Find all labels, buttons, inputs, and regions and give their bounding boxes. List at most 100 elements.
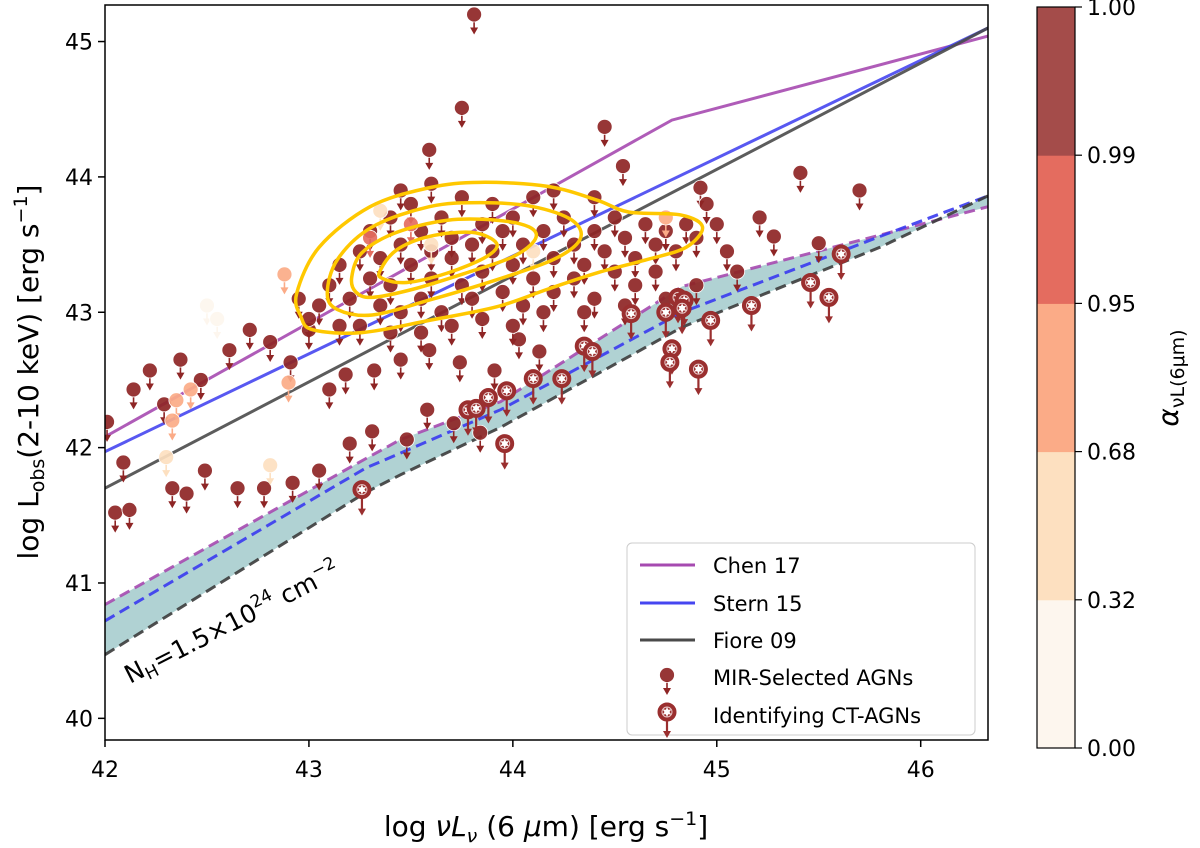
upper-limit-arrowhead [145,383,154,391]
point-marker [466,6,483,23]
upper-limit-arrowhead [855,203,864,211]
colorbar-tick-label: 0.95 [1087,292,1136,317]
mir-agn-point [466,6,483,35]
upper-limit-arrowhead [490,383,499,391]
legend: Chen 17 Stern 15 Fiore 09 MIR-Selected A… [626,542,976,738]
upper-limit-arrowhead [162,470,171,478]
mir-agn-point [321,381,338,410]
mir-agn-point [698,196,715,224]
upper-limit-arrowhead [315,483,324,491]
ct-curve-1 [105,194,988,623]
point-marker [107,504,124,521]
upper-limit-arrowhead [266,478,275,486]
mir-agn-point [115,454,132,483]
point-marker [531,343,548,360]
mir-agn-point [464,236,480,265]
point-marker [576,304,593,321]
legend-box [626,542,976,736]
mir-agn-point [192,372,209,400]
upper-limit-arrowhead [335,277,344,285]
upper-limit-arrowhead [508,230,517,238]
point-marker [615,158,631,174]
mir-agn-point [209,311,226,340]
upper-limit-arrowhead [417,311,426,319]
upper-limit-arrowhead [427,196,436,204]
legend-marker-ct-agn [657,702,677,738]
mir-agn-point [445,415,462,444]
colorbar-tick-label: 1.00 [1087,0,1136,21]
y-tick-label: 44 [65,166,93,191]
mir-agn-point [402,256,419,285]
point-marker [751,209,768,226]
mir-agn-point [197,462,213,491]
star-icon [626,308,636,319]
upper-limit-arrowhead [665,381,674,389]
upper-limit-arrowhead [671,264,680,272]
upper-limit-arrowhead [549,203,558,211]
colorbar-tick-label: 0.00 [1087,737,1136,762]
upper-limit-arrowhead [202,318,211,326]
point-marker [290,290,307,307]
point-marker [164,412,181,429]
contour-level-3 [376,230,499,285]
mir-agn-point [311,297,328,326]
point-marker [421,342,438,359]
mir-agn-point [364,423,381,452]
mir-agn-point [535,223,552,252]
density-contours [293,180,705,335]
point-marker [282,354,299,371]
upper-limit-arrowhead [284,395,293,403]
upper-limit-arrowhead [368,444,377,452]
upper-limit-arrowhead [539,244,548,252]
point-marker [209,311,226,327]
point-marker [576,256,593,273]
mir-agn-point [453,189,470,218]
point-marker [256,480,272,497]
y-tick-label: 42 [65,437,93,462]
y-tick-label: 45 [65,31,93,56]
point-marker [164,480,181,497]
point-marker [647,263,664,280]
point-marker [596,243,613,260]
point-marker [366,362,383,379]
upper-limit-arrowhead [119,475,128,483]
upper-limit-arrowhead [590,210,599,218]
point-marker [341,435,358,452]
ct-agn-point [656,302,676,339]
upper-limit-arrowhead [129,402,138,410]
upper-limit-arrowhead [549,271,558,279]
mir-agn-point [337,366,354,395]
point-marker [121,501,138,518]
mir-agn-point [494,284,511,312]
upper-limit-arrowhead [580,325,589,333]
mir-agn-point [276,266,293,295]
point-marker [586,223,603,239]
upper-limit-arrowhead [580,365,589,373]
colorbar-tick-label: 0.99 [1087,144,1136,169]
upper-limit-arrowhead [588,370,597,378]
upper-limit-arrowhead [814,256,823,264]
legend-label-fiore09: Fiore 09 [713,629,797,653]
upper-limit-arrowhead [519,257,528,265]
upper-limit-arrowhead [674,316,683,324]
ct-agn-points [352,244,851,516]
point-marker [474,311,491,327]
mir-agn-point [451,354,468,383]
point-marker [719,243,735,260]
point-marker [341,290,358,307]
mir-agn-point [221,342,238,371]
point-marker [453,189,470,206]
mir-agn-point [413,324,429,353]
point-marker [197,462,213,479]
mir-agn-point [511,331,527,360]
upper-limit-arrowhead [457,298,466,306]
upper-limit-arrowhead [225,363,234,371]
mir-agn-point [474,311,491,340]
mir-agn-point [525,189,542,218]
ct-agn-point [352,480,372,516]
upper-limit-arrowhead [837,273,846,281]
upper-limit-arrowhead [651,284,660,292]
mir-agn-point [810,235,827,264]
plot-frame [104,4,989,741]
mir-agn-point [525,270,542,299]
